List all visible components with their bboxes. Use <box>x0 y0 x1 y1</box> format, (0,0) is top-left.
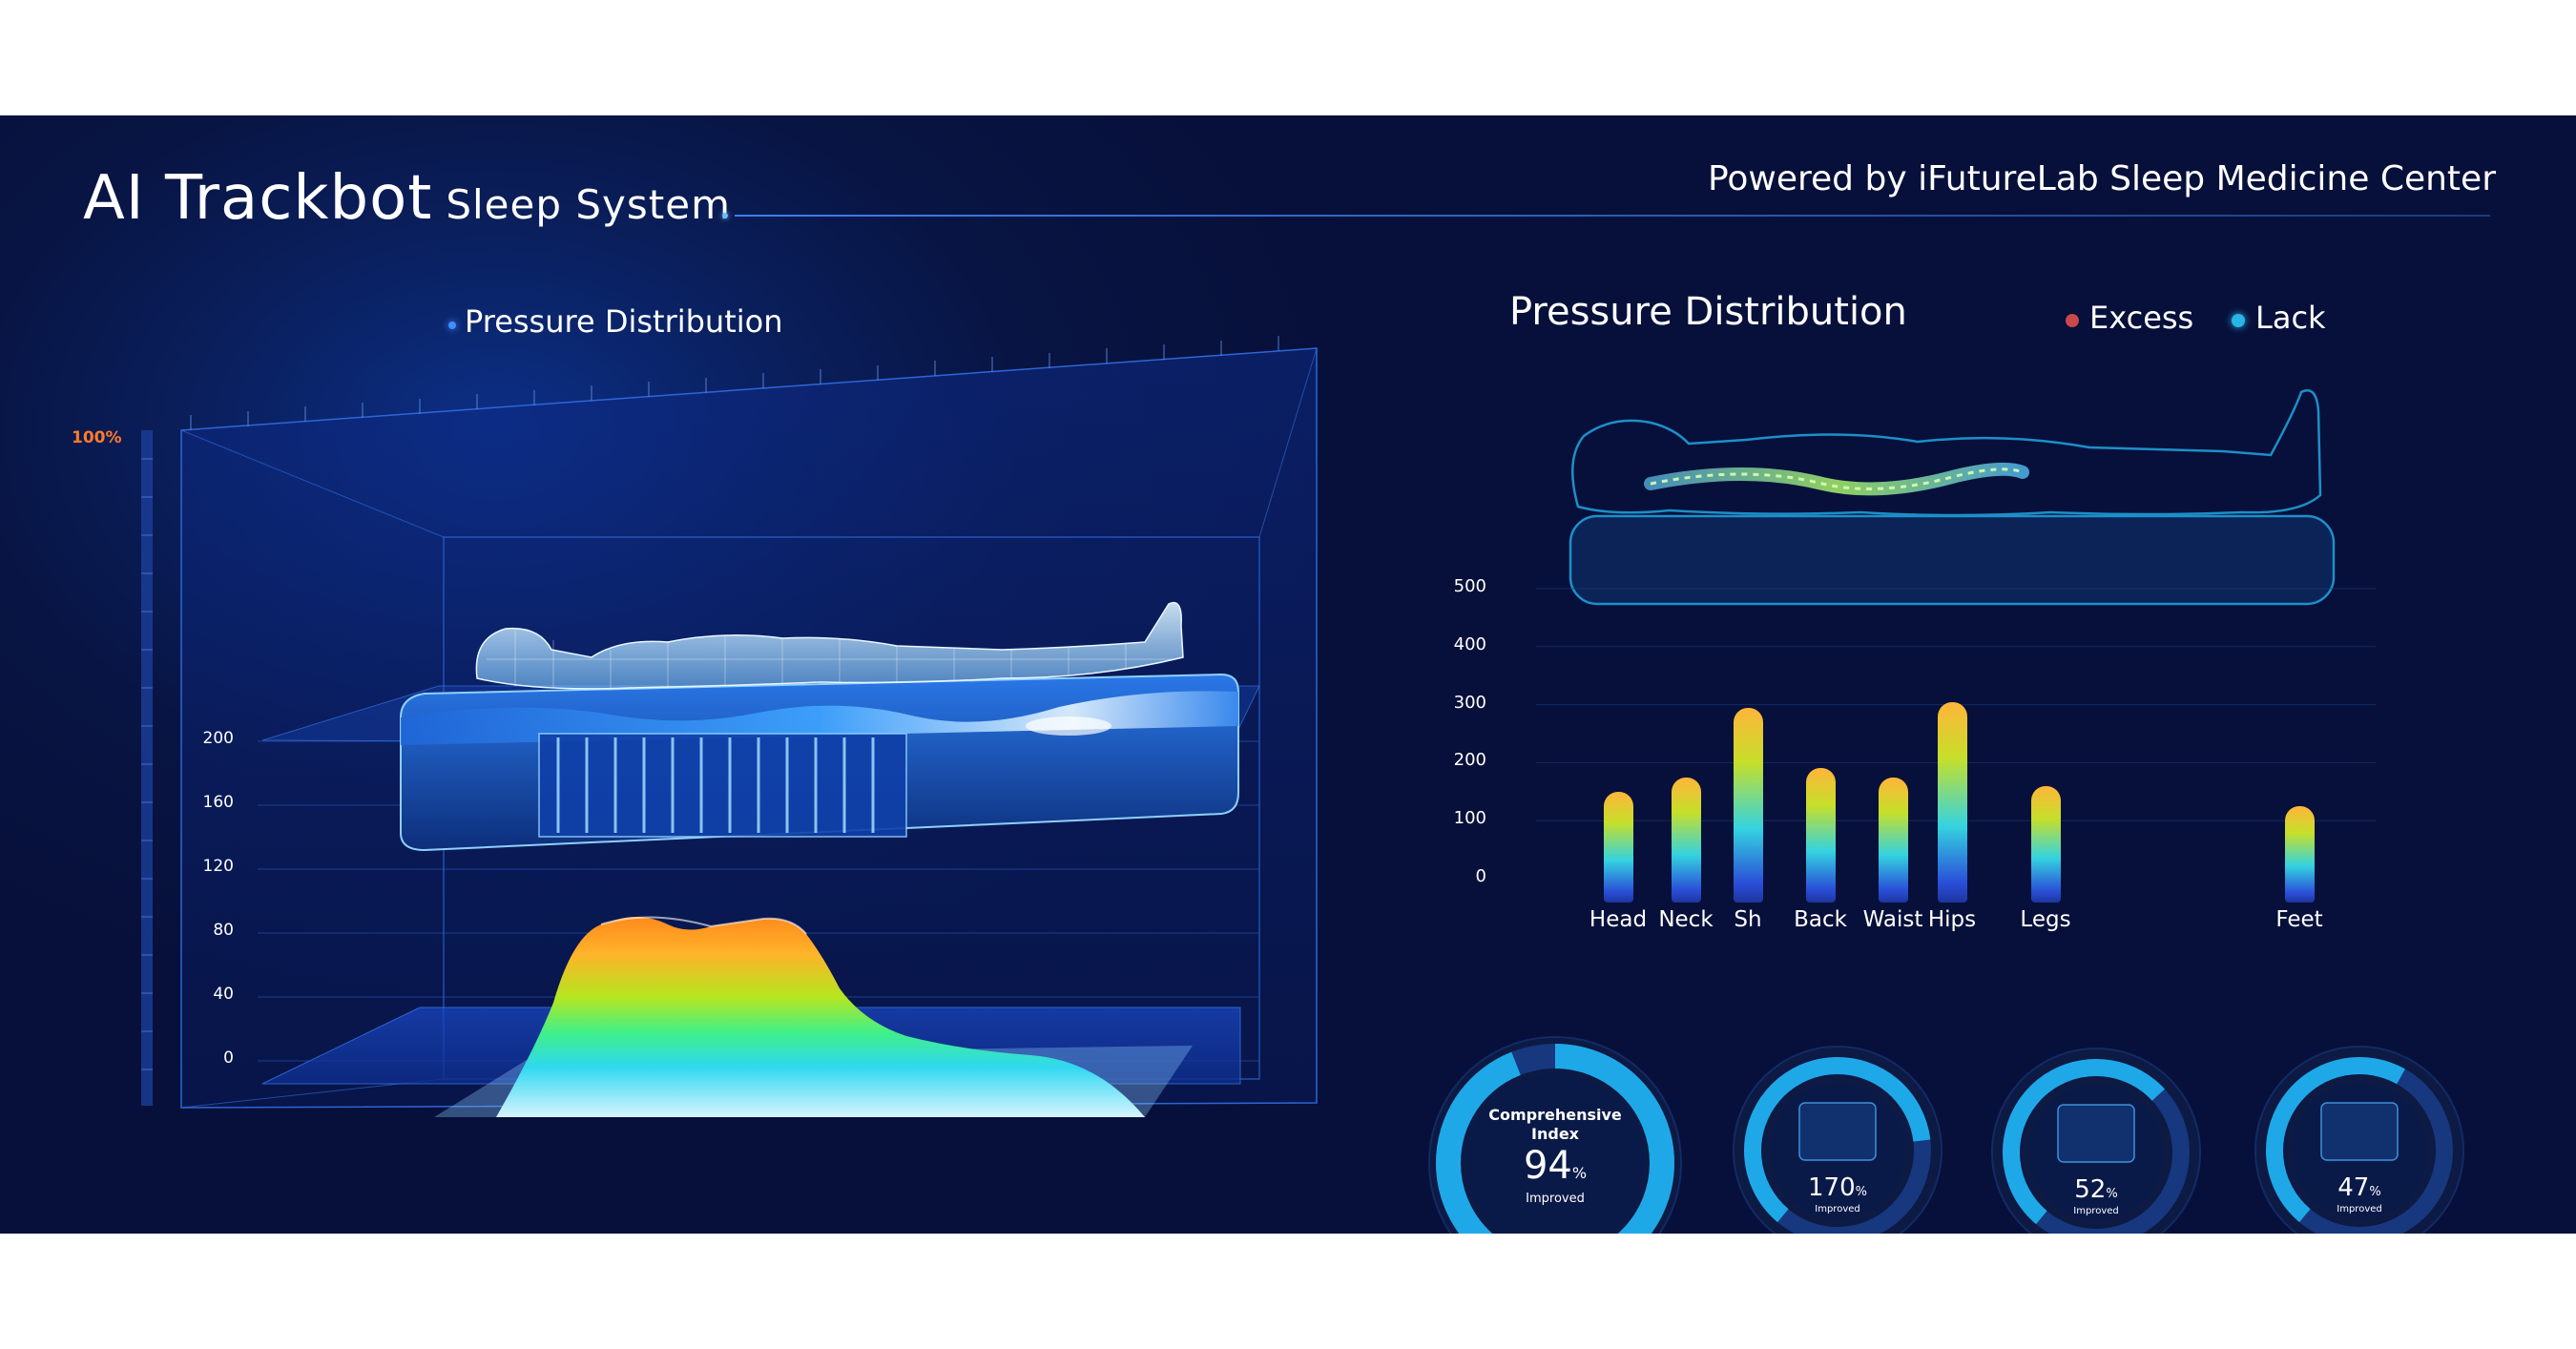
y-tick-label: 100 <box>1453 808 1486 829</box>
y-tick-label: 400 <box>1453 633 1486 654</box>
y-tick-label: 300 <box>1453 692 1486 713</box>
heading-dot-icon <box>448 322 456 329</box>
title-dot-icon <box>722 213 728 218</box>
gauge-1 <box>1428 1036 1682 1234</box>
gauge-label: Comprehensive Index <box>1488 1106 1622 1143</box>
title-main-text: AI Trackbot <box>83 163 433 234</box>
right-heading: Pressure Distribution <box>1509 290 1907 334</box>
left-heading: Pressure Distribution <box>465 303 783 340</box>
z-axis-tick: 160 <box>202 793 234 812</box>
lack-legend-dot <box>2232 314 2245 327</box>
pressure-3d-visual <box>141 336 1318 1117</box>
max-percent-marker: 100% <box>72 428 122 447</box>
mattress <box>400 673 1239 852</box>
category-label: Sh <box>1734 907 1762 932</box>
muscle-icon <box>2057 1104 2135 1163</box>
dashboard-panel: AI Trackbot Sleep System Powered by iFutu… <box>0 115 2576 1234</box>
pressure-bar-chart <box>1536 588 2376 821</box>
y-tick-label: 200 <box>1453 750 1486 771</box>
wireframe-body <box>475 602 1184 690</box>
bar-back <box>1806 768 1836 903</box>
powered-by: Powered by iFutureLab Sleep Medicine Cen… <box>1707 159 2496 198</box>
gauge-progress-arc <box>1436 1044 1674 1234</box>
title-subtitle: Sleep System <box>446 181 731 228</box>
z-axis-tick: 120 <box>202 857 234 876</box>
bar-waist <box>1879 777 1908 903</box>
gauge-3 <box>1991 1048 2201 1234</box>
bar-feet <box>2285 806 2315 903</box>
excess-legend-dot <box>2066 314 2079 327</box>
lack-legend-label: Lack <box>2255 300 2326 336</box>
gauge-note: Improved <box>1815 1204 1860 1214</box>
category-label: Hips <box>1927 907 1977 932</box>
category-label: Waist <box>1862 907 1923 932</box>
category-label: Neck <box>1658 907 1714 932</box>
bar-neck <box>1672 777 1701 903</box>
z-axis-tick: 200 <box>202 729 234 748</box>
left-scale-strip <box>141 430 153 1106</box>
bar-legs <box>2031 785 2061 903</box>
title-divider <box>735 215 2490 217</box>
app-title: AI Trackbot Sleep System <box>83 163 731 234</box>
y-tick-label: 0 <box>1475 866 1486 886</box>
category-label: Legs <box>2020 907 2071 932</box>
category-label: Feet <box>2275 907 2323 932</box>
heatmap-surface <box>496 917 1145 1117</box>
z-axis-tick: 0 <box>223 1048 234 1068</box>
excess-legend-label: Excess <box>2089 300 2194 336</box>
z-axis-tick: 40 <box>213 985 234 1004</box>
bar-hips <box>1938 701 1967 903</box>
bar-head <box>1604 791 1633 903</box>
gauge-2 <box>1733 1046 1942 1234</box>
gauge-note: Improved <box>2337 1204 2382 1214</box>
gauge-note: Improved <box>2073 1206 2119 1216</box>
category-label: Head <box>1589 907 1648 932</box>
bar-sh <box>1734 707 1763 903</box>
y-tick-label: 500 <box>1453 576 1486 596</box>
gauge-4 <box>2254 1046 2464 1234</box>
gauge-value: 47% <box>2337 1173 2381 1202</box>
box-inner-frame <box>443 536 1260 1080</box>
gauge-note: Improved <box>1526 1192 1585 1206</box>
z-axis-tick: 80 <box>213 921 234 940</box>
gauge-progress-arc <box>1744 1057 1932 1234</box>
gauge-value: 170% <box>1808 1173 1867 1202</box>
body-outline <box>1571 389 2322 517</box>
gauge-value: 52% <box>2074 1175 2118 1204</box>
spine-icon <box>1798 1102 1877 1161</box>
category-label: Back <box>1794 907 1847 932</box>
blood-icon <box>2320 1102 2399 1161</box>
body-outline-illustration <box>1568 389 2336 606</box>
top-ruler <box>190 336 1279 430</box>
pressure-heatmap <box>434 916 1193 1117</box>
gauge-value: 94% <box>1523 1144 1588 1188</box>
